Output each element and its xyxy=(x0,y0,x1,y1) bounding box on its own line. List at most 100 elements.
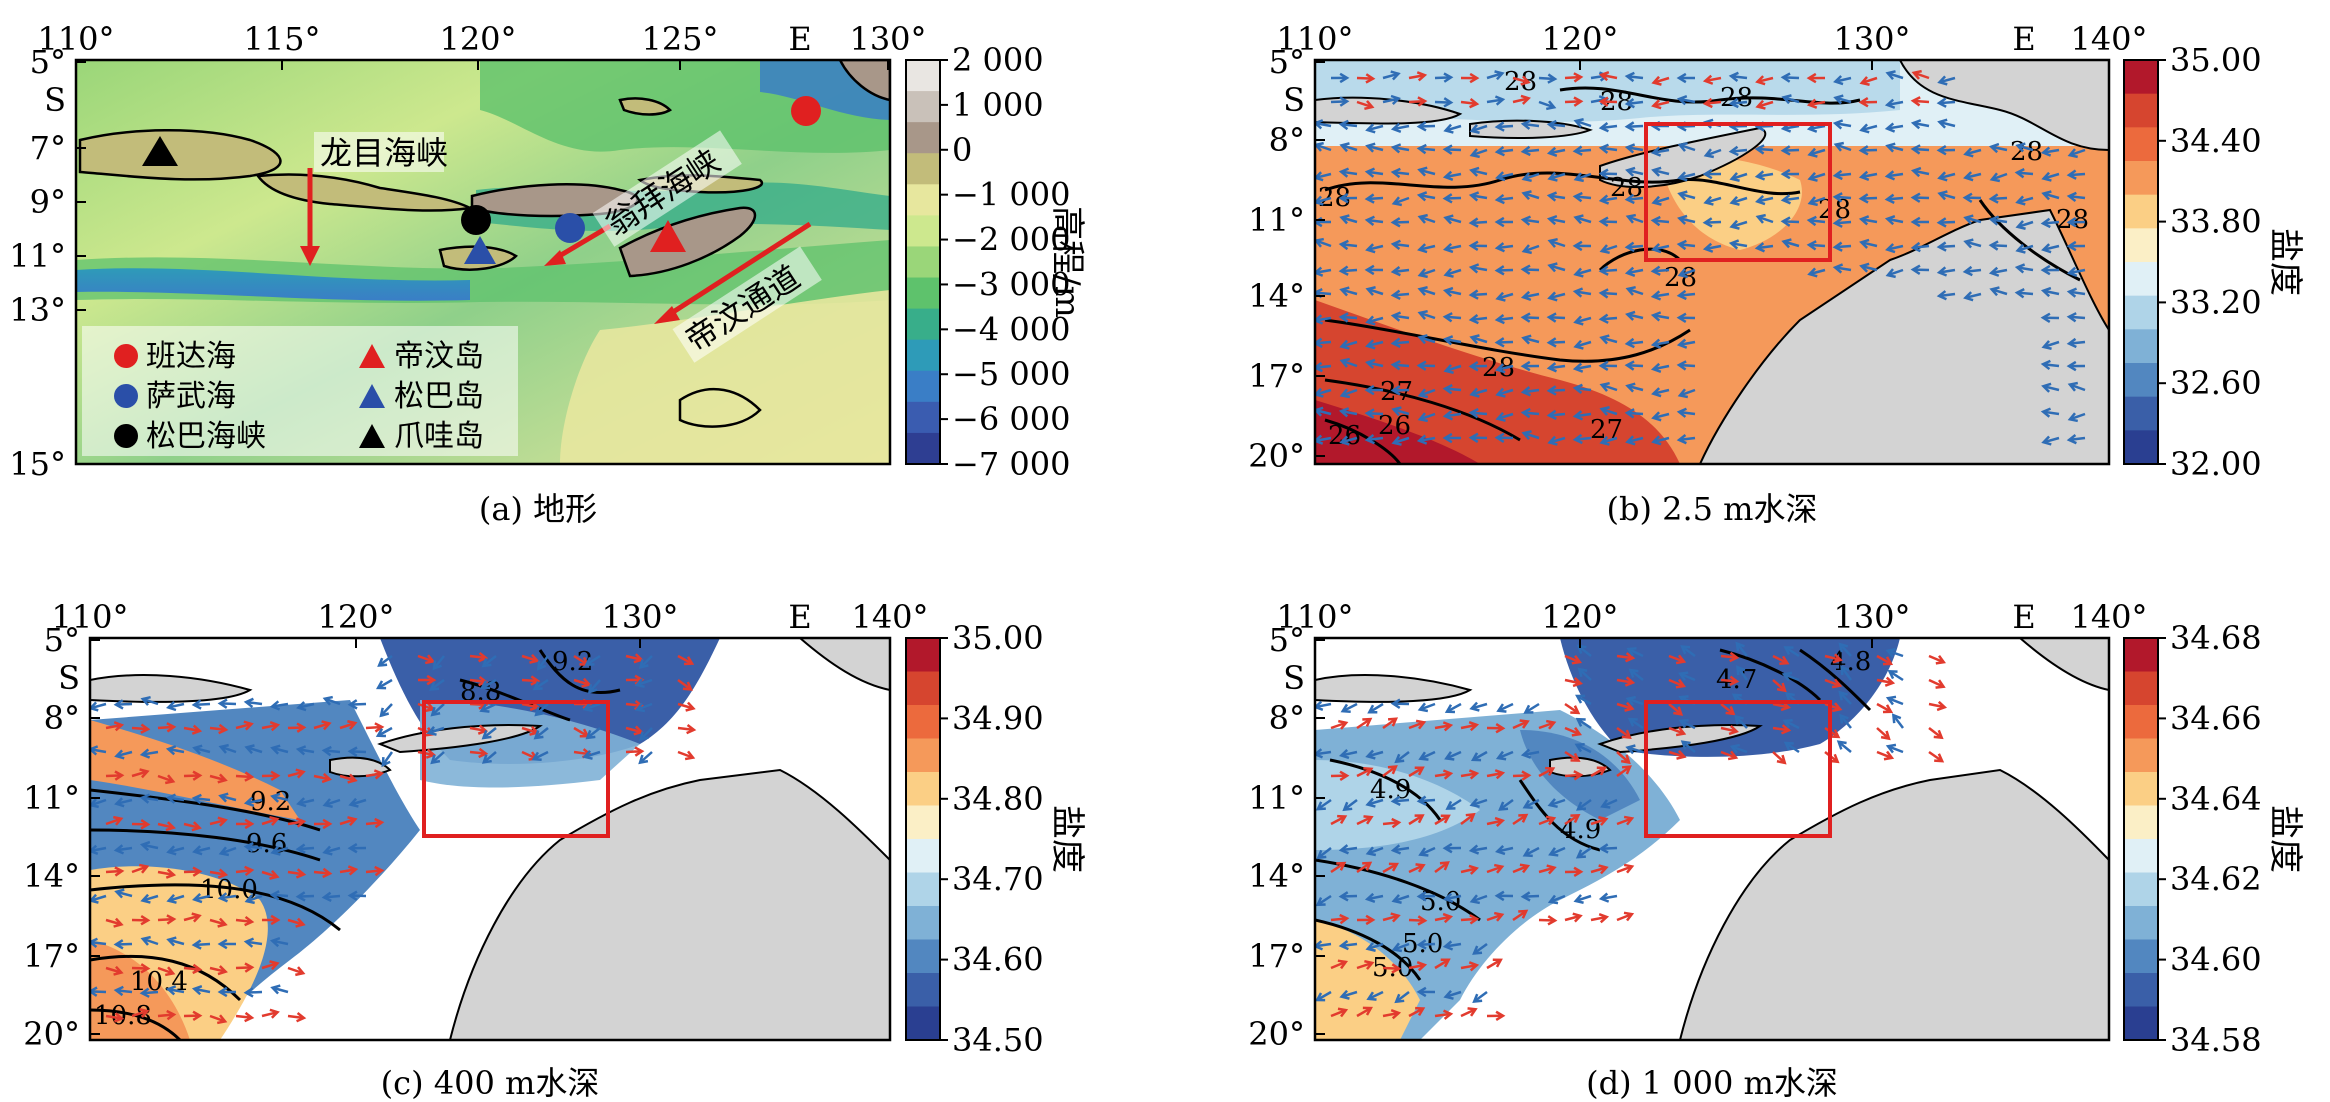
current-vector xyxy=(1861,241,1878,248)
current-vector-head xyxy=(1315,897,1326,907)
current-vector-head xyxy=(634,702,646,713)
current-vector xyxy=(1408,1007,1424,1018)
current-vector xyxy=(1653,196,1670,204)
current-vector xyxy=(2043,289,2060,296)
colorbar-segment xyxy=(2124,705,2158,739)
current-vector-head xyxy=(1364,264,1375,276)
current-vector xyxy=(1419,168,1436,176)
current-vector xyxy=(1315,750,1332,756)
current-vector-head xyxy=(1651,387,1662,398)
panel-c: 9.2 8.8 9.2 9.6 10.0 10.4 10.8 110° 120° 1… xyxy=(23,598,1087,1102)
current-vector-head xyxy=(1390,698,1401,709)
current-vector xyxy=(1366,411,1384,416)
current-vector-head xyxy=(1416,71,1428,82)
current-vector xyxy=(1990,196,2008,201)
current-vector-head xyxy=(217,917,228,928)
current-vector-head xyxy=(1416,891,1427,902)
lat-tick-label: 20° xyxy=(23,1015,80,1053)
current-vector-head xyxy=(2040,286,2052,298)
current-vector-head xyxy=(2014,167,2025,179)
current-vector xyxy=(1445,894,1462,901)
current-vector-head xyxy=(269,816,280,826)
current-vector xyxy=(1720,726,1737,733)
timor-landmass xyxy=(1599,126,1767,189)
current-vector-head xyxy=(192,866,203,877)
current-vector xyxy=(1341,750,1358,757)
current-vector xyxy=(2017,220,2034,229)
current-vector xyxy=(1705,76,1722,83)
current-vector xyxy=(585,654,601,666)
current-vector xyxy=(1861,124,1878,132)
current-vector-head xyxy=(1676,360,1687,371)
current-vector-head xyxy=(1963,238,1974,249)
current-vector-head xyxy=(218,723,229,735)
current-vector-head xyxy=(1390,289,1401,300)
current-vector-head xyxy=(1736,665,1746,676)
current-vector xyxy=(1434,915,1451,922)
current-vector-head xyxy=(321,720,332,731)
current-vector xyxy=(1720,750,1737,759)
current-vector xyxy=(1367,340,1384,348)
current-vector xyxy=(1470,220,1488,225)
current-vector-head xyxy=(1416,143,1427,155)
current-vector-head xyxy=(1362,1006,1373,1016)
lat-tick-label: 13° xyxy=(9,291,66,329)
current-vector-head xyxy=(1937,171,1948,182)
current-vector xyxy=(1824,702,1841,711)
current-vector-head xyxy=(1444,751,1455,761)
current-vector-head xyxy=(1570,752,1581,762)
current-vector-head xyxy=(1546,337,1557,348)
current-vector xyxy=(1367,798,1384,806)
current-vector-head xyxy=(1650,311,1662,322)
lat-tick-label: S xyxy=(1283,81,1305,119)
current-vector xyxy=(1445,942,1462,948)
current-vector-head xyxy=(1545,719,1557,730)
current-vector-head xyxy=(638,754,649,765)
current-vector xyxy=(90,702,107,710)
colorbar-tick-label: 34.62 xyxy=(2170,860,2262,898)
current-vector-head xyxy=(347,865,359,876)
current-vector xyxy=(1549,172,1566,180)
current-vector-head xyxy=(1573,894,1584,904)
current-vector xyxy=(1652,219,1670,224)
current-vector-head xyxy=(375,680,387,690)
current-vector-head xyxy=(2040,312,2051,324)
current-vector xyxy=(1471,266,1488,272)
current-vector xyxy=(1471,169,1488,176)
current-vector-head xyxy=(1575,694,1586,704)
current-vector-head xyxy=(1962,265,1973,277)
current-vector-head xyxy=(1676,239,1687,251)
current-vector-head xyxy=(1807,147,1818,158)
current-vector-head xyxy=(1416,986,1427,998)
current-vector xyxy=(1512,97,1529,104)
current-vector xyxy=(209,818,226,826)
current-vector xyxy=(1408,99,1426,104)
current-vector xyxy=(1486,865,1503,874)
colorbar-segment xyxy=(906,906,940,940)
current-vector xyxy=(1315,942,1332,948)
current-vector-head xyxy=(1469,72,1480,84)
current-vector xyxy=(1861,76,1878,85)
current-vector xyxy=(1668,678,1685,688)
current-vector xyxy=(1913,121,1930,128)
current-vector-head xyxy=(1621,765,1632,775)
current-vector xyxy=(1627,384,1644,392)
current-vector-head xyxy=(685,701,696,712)
colorbar-tick-label: −2 000 xyxy=(952,221,1070,259)
current-vector-head xyxy=(1416,434,1428,445)
current-vector xyxy=(1783,124,1800,130)
current-vector-head xyxy=(295,817,307,828)
contour-label: 4.9 xyxy=(1560,815,1601,845)
current-vector xyxy=(1938,268,1956,274)
current-vector xyxy=(1538,100,1555,109)
colorbar-segment xyxy=(906,370,940,403)
current-vector-head xyxy=(1339,388,1351,399)
current-vector-head xyxy=(164,774,176,785)
current-vector-head xyxy=(140,723,151,734)
current-vector-head xyxy=(1417,268,1428,279)
current-vector-head xyxy=(1394,753,1405,764)
current-vector-head xyxy=(1910,264,1921,275)
current-vector-head xyxy=(1363,766,1374,777)
current-vector-head xyxy=(1910,119,1922,130)
